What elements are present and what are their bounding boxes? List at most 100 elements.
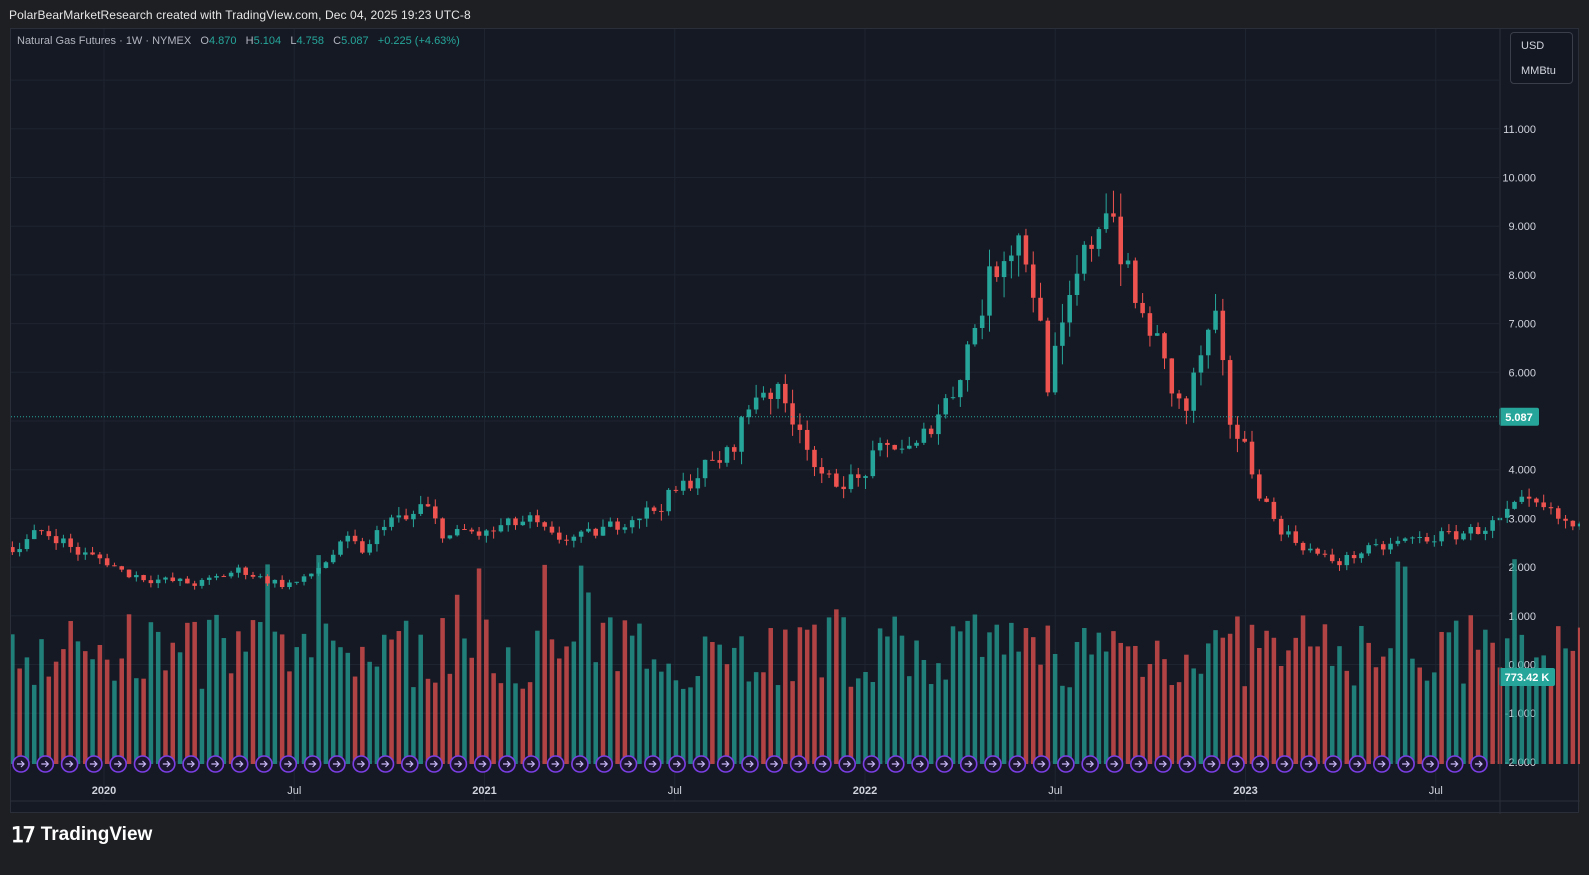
volume-bar [1424, 680, 1430, 764]
time-tick-label: Jul [287, 785, 301, 797]
candle-body [1154, 333, 1160, 336]
event-arrow-icon [211, 760, 220, 768]
candle-body [644, 507, 650, 519]
volume-bar [972, 614, 978, 764]
time-tick-label: 2022 [853, 785, 877, 797]
candle-body [928, 428, 934, 435]
event-arrow-icon [114, 760, 123, 768]
candle-body [39, 530, 44, 532]
candle-body [797, 424, 803, 430]
candle-body [615, 521, 620, 530]
candle-body [75, 546, 81, 555]
volume-bar [994, 624, 1000, 764]
candle-body [316, 567, 321, 574]
candle-body [593, 528, 598, 536]
event-arrow-icon [1402, 760, 1410, 768]
candle-body [600, 526, 606, 536]
candle-body [505, 518, 511, 526]
volume-bar [476, 568, 482, 764]
volume-bar [39, 639, 44, 764]
candle-body [126, 569, 132, 578]
volume-bar [352, 676, 358, 764]
event-arrow-icon [891, 760, 900, 768]
volume-bar [790, 681, 795, 764]
candle-body [775, 383, 781, 399]
volume-bar [659, 671, 664, 764]
volume-bar [586, 592, 591, 764]
candle-body [848, 474, 854, 490]
volume-bar [134, 678, 139, 764]
volume-bar [1556, 626, 1561, 764]
volume-bar [1577, 627, 1580, 764]
candle-body [1191, 372, 1196, 411]
candle-body [112, 565, 117, 567]
event-arrow-icon [867, 760, 876, 768]
candle-body [24, 539, 30, 550]
candle-body [17, 549, 22, 553]
volume-bar [1016, 651, 1021, 764]
candle-body [1198, 355, 1204, 373]
candle-body [11, 547, 15, 553]
event-arrow-icon [1134, 760, 1143, 768]
volume-bar [622, 620, 628, 764]
legend-symbol: Natural Gas Futures · 1W · NYMEX [17, 35, 192, 47]
candle-body [396, 515, 402, 518]
volume-bar [688, 687, 693, 764]
candle-body [1548, 507, 1554, 509]
candle-body [1461, 533, 1466, 540]
volume-bar [1184, 654, 1189, 764]
candle-body [680, 480, 686, 491]
volume-bar [425, 678, 431, 764]
volume-bar [104, 659, 110, 764]
candle-body [1001, 261, 1007, 278]
candle-body [97, 554, 103, 559]
candle-body [1111, 213, 1116, 217]
event-arrow-icon [673, 760, 681, 768]
volume-bar [1329, 665, 1335, 764]
volume-bar [1030, 637, 1036, 764]
price-chart[interactable]: 11.000 10.000 9.000 8.000 7.000 6.000 4.000 3.0… [11, 29, 1580, 814]
event-arrow-icon [1110, 760, 1119, 768]
candle-body [141, 575, 146, 581]
event-arrow-icon [648, 760, 657, 768]
close-value: 5.087 [341, 35, 369, 47]
candle-body [907, 445, 912, 449]
candle-body [972, 327, 978, 345]
volume-bar [841, 617, 846, 764]
volume-bar [1111, 631, 1116, 764]
event-arrow-icon [235, 760, 244, 768]
event-arrow-icon [600, 760, 609, 768]
chart-pane[interactable]: 11.000 10.000 9.000 8.000 7.000 6.000 4.000 3.0… [10, 28, 1580, 814]
candle-body [1504, 508, 1510, 518]
candle-body [556, 532, 562, 540]
candle-body [1278, 518, 1284, 535]
high-value: 5.104 [253, 35, 282, 47]
volume-bar [1154, 640, 1160, 764]
volume-bar [294, 647, 300, 764]
candle-body [447, 535, 453, 539]
candle-body [83, 552, 88, 555]
candle-body [134, 575, 139, 578]
volume-bar [374, 666, 380, 764]
time-tick-label: Jul [1048, 785, 1062, 797]
candle-body [425, 504, 431, 507]
tradingview-logo[interactable]: 𝟣𝟩 TradingView [11, 822, 152, 848]
candle-body [564, 539, 569, 541]
candle-body [330, 554, 336, 563]
candle-body [1293, 531, 1299, 543]
candle-body [1235, 424, 1240, 439]
volume-bar [885, 636, 890, 764]
candle-body [46, 531, 52, 537]
volume-bar [1526, 677, 1532, 764]
volume-bar [936, 663, 941, 764]
candle-body [148, 580, 154, 584]
volume-bar [469, 657, 475, 764]
candle-body [374, 530, 380, 545]
candle-body [1074, 273, 1080, 296]
volume-bar [1380, 656, 1386, 764]
candle-body [243, 567, 248, 575]
volume-bar [1001, 654, 1007, 764]
volume-bar [31, 684, 37, 764]
currency-unit-selector[interactable]: USD MMBtu [1510, 32, 1573, 84]
volume-bar [1052, 653, 1058, 764]
